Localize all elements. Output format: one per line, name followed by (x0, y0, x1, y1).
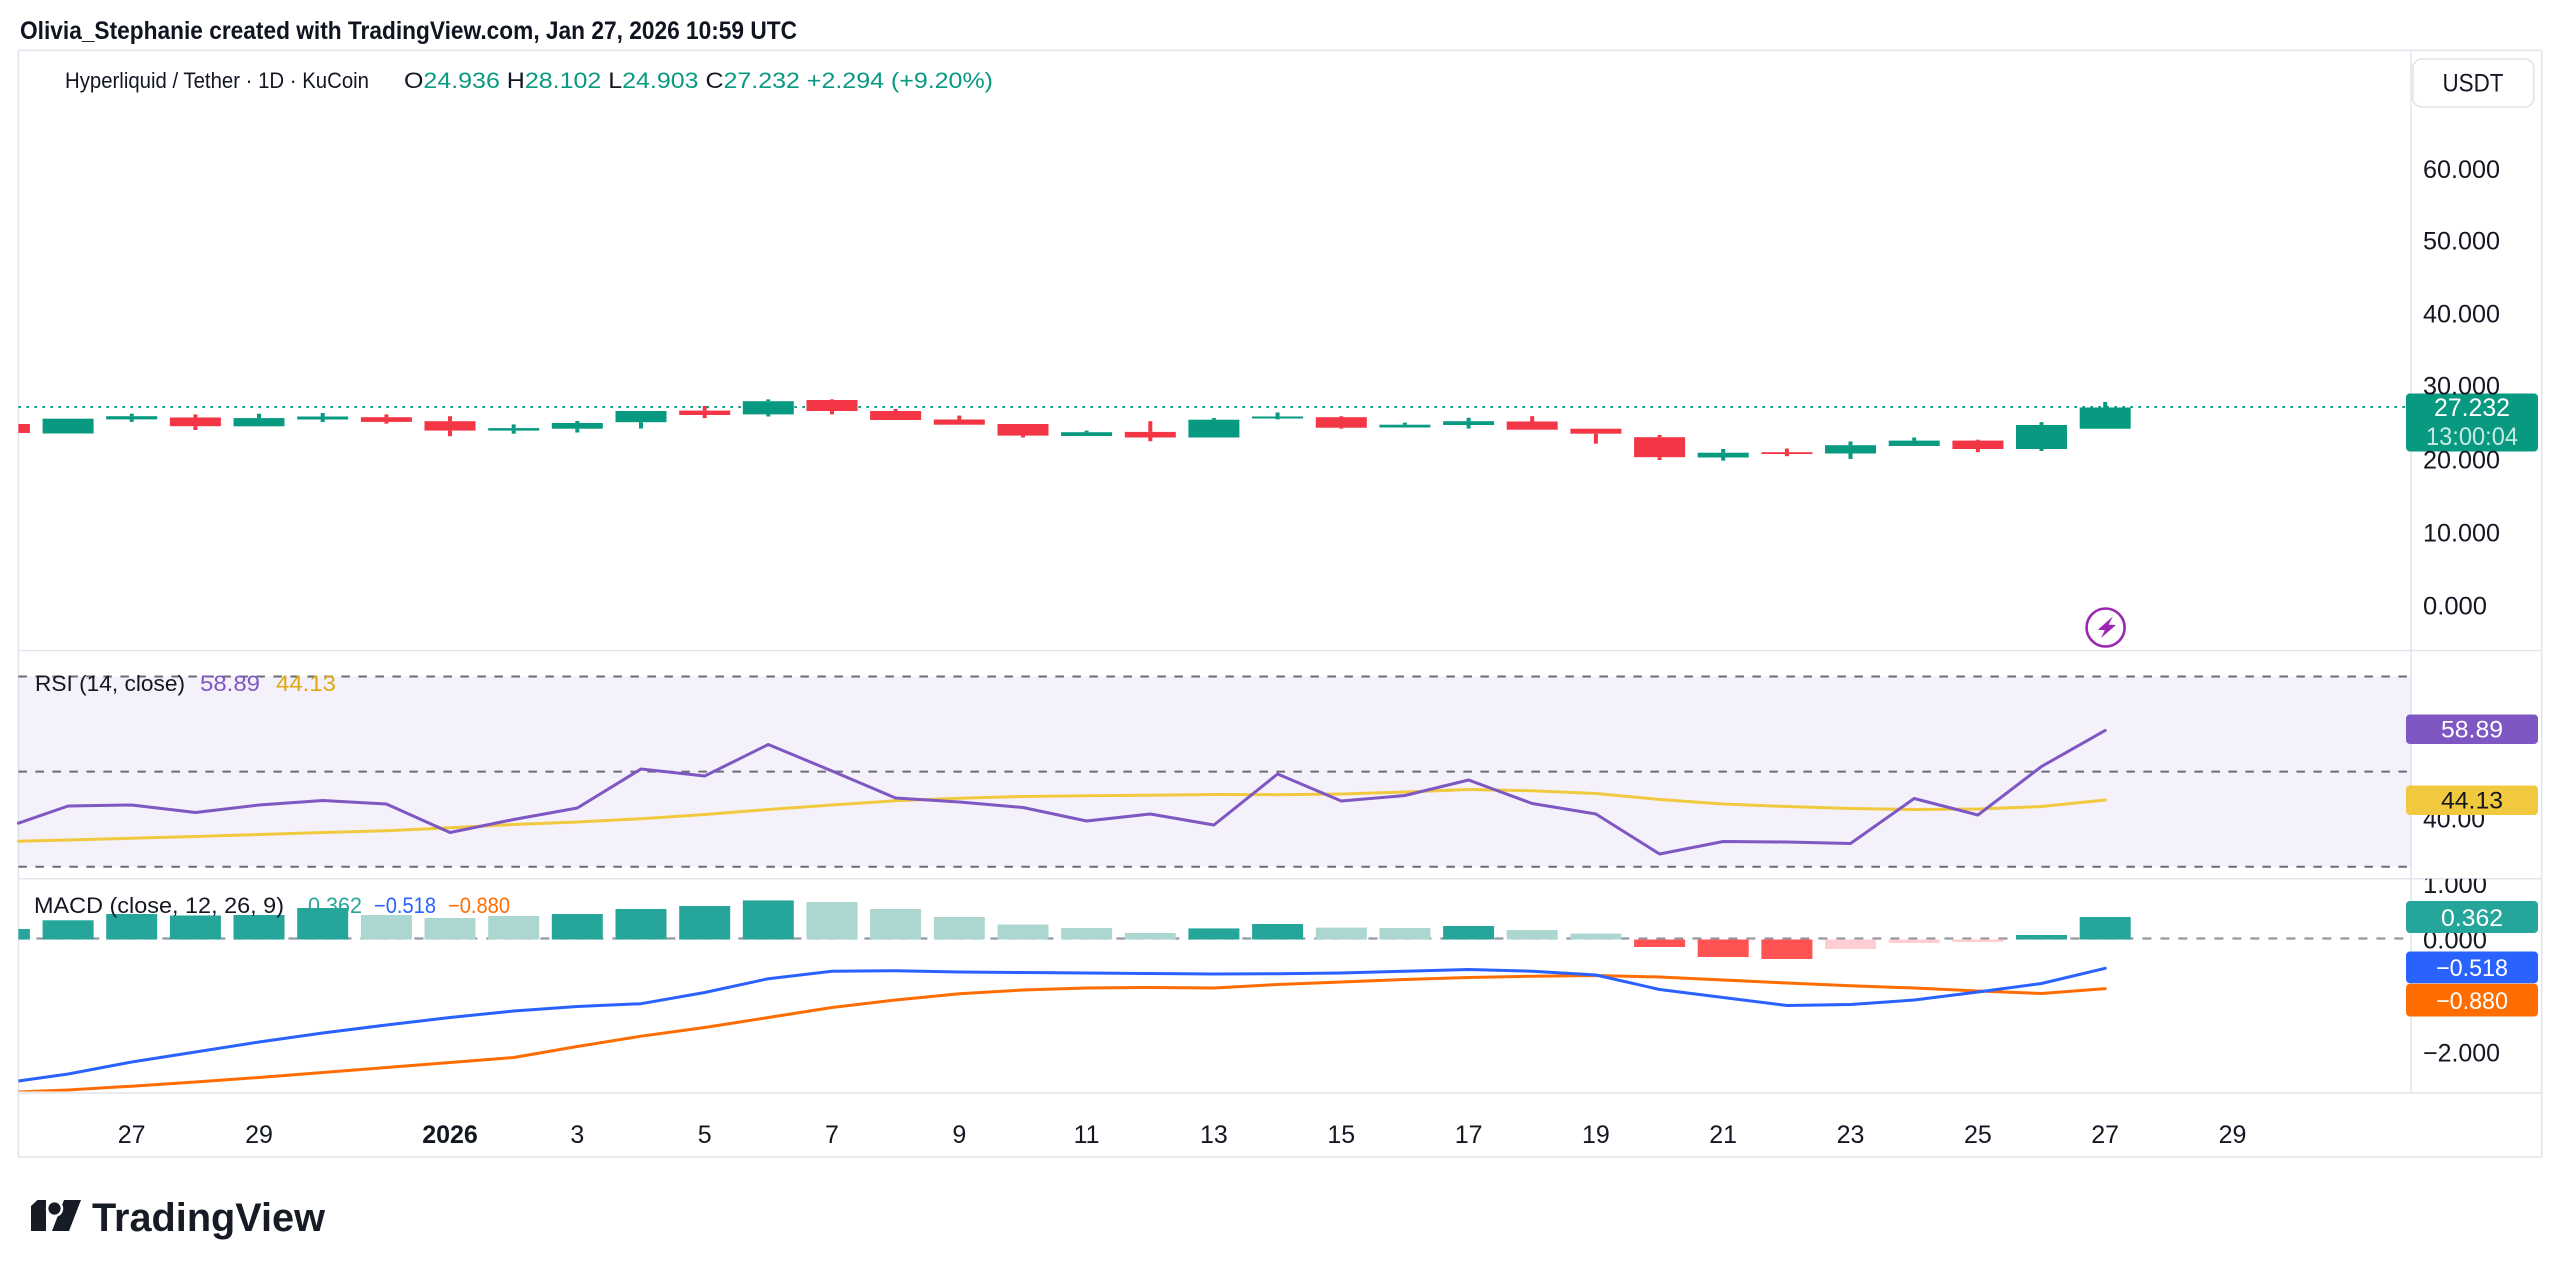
svg-text:50.000: 50.000 (2423, 228, 2500, 256)
svg-text:19: 19 (1582, 1121, 1610, 1149)
svg-text:29: 29 (2219, 1121, 2247, 1149)
svg-text:7: 7 (825, 1121, 839, 1149)
svg-text:Hyperliquid / Tether · 1D · Ku: Hyperliquid / Tether · 1D · KuCoin (65, 68, 369, 93)
svg-text:25: 25 (1964, 1121, 1992, 1149)
svg-text:Olivia_Stephanie created with: Olivia_Stephanie created with TradingVie… (20, 17, 797, 45)
svg-text:−2.000: −2.000 (2423, 1040, 2500, 1068)
svg-text:20.000: 20.000 (2423, 447, 2500, 475)
svg-text:11: 11 (1074, 1121, 1100, 1149)
svg-text:60.000: 60.000 (2423, 156, 2500, 184)
svg-text:1.000: 1.000 (2423, 871, 2487, 899)
svg-text:15: 15 (1327, 1121, 1355, 1149)
svg-text:29: 29 (245, 1121, 273, 1149)
svg-text:−0.518: −0.518 (2436, 955, 2508, 982)
svg-text:O24.936 H28.102 L24.903 C27: O 24.936 H 28.102 L 24.903 C 27.232 +2.294 (… (404, 68, 993, 93)
svg-text:30.000: 30.000 (2423, 373, 2500, 401)
svg-text:27.232: 27.232 (2434, 394, 2510, 422)
svg-text:10.000: 10.000 (2423, 520, 2500, 548)
svg-text:13:00:04: 13:00:04 (2426, 423, 2518, 451)
svg-text:RSI (14, close) 58.89 44.13: RSI (14, close) 58.89 44.13 (35, 671, 336, 696)
svg-text:TradingView: TradingView (92, 1196, 326, 1240)
svg-text:9: 9 (952, 1121, 966, 1149)
svg-text:0.000: 0.000 (2423, 593, 2487, 621)
svg-text:13: 13 (1200, 1121, 1228, 1149)
svg-text:58.89: 58.89 (2441, 717, 2503, 744)
svg-text:21: 21 (1709, 1121, 1737, 1149)
svg-text:USDT: USDT (2443, 70, 2504, 98)
svg-text:17: 17 (1455, 1121, 1483, 1149)
svg-text:2026: 2026 (422, 1121, 478, 1149)
svg-text:27: 27 (2091, 1121, 2119, 1149)
svg-text:23: 23 (1837, 1121, 1865, 1149)
svg-text:MACD (close, 12, 26, 9) 0.362: MACD (close, 12, 26, 9) 0.362 −0.518 −0.… (34, 893, 510, 918)
svg-text:44.13: 44.13 (2441, 788, 2503, 815)
svg-text:3: 3 (570, 1121, 584, 1149)
svg-text:−0.880: −0.880 (2436, 988, 2508, 1015)
svg-text:0.362: 0.362 (2441, 905, 2503, 932)
svg-text:27: 27 (118, 1121, 146, 1149)
svg-text:5: 5 (698, 1121, 712, 1149)
svg-text:40.000: 40.000 (2423, 301, 2500, 329)
